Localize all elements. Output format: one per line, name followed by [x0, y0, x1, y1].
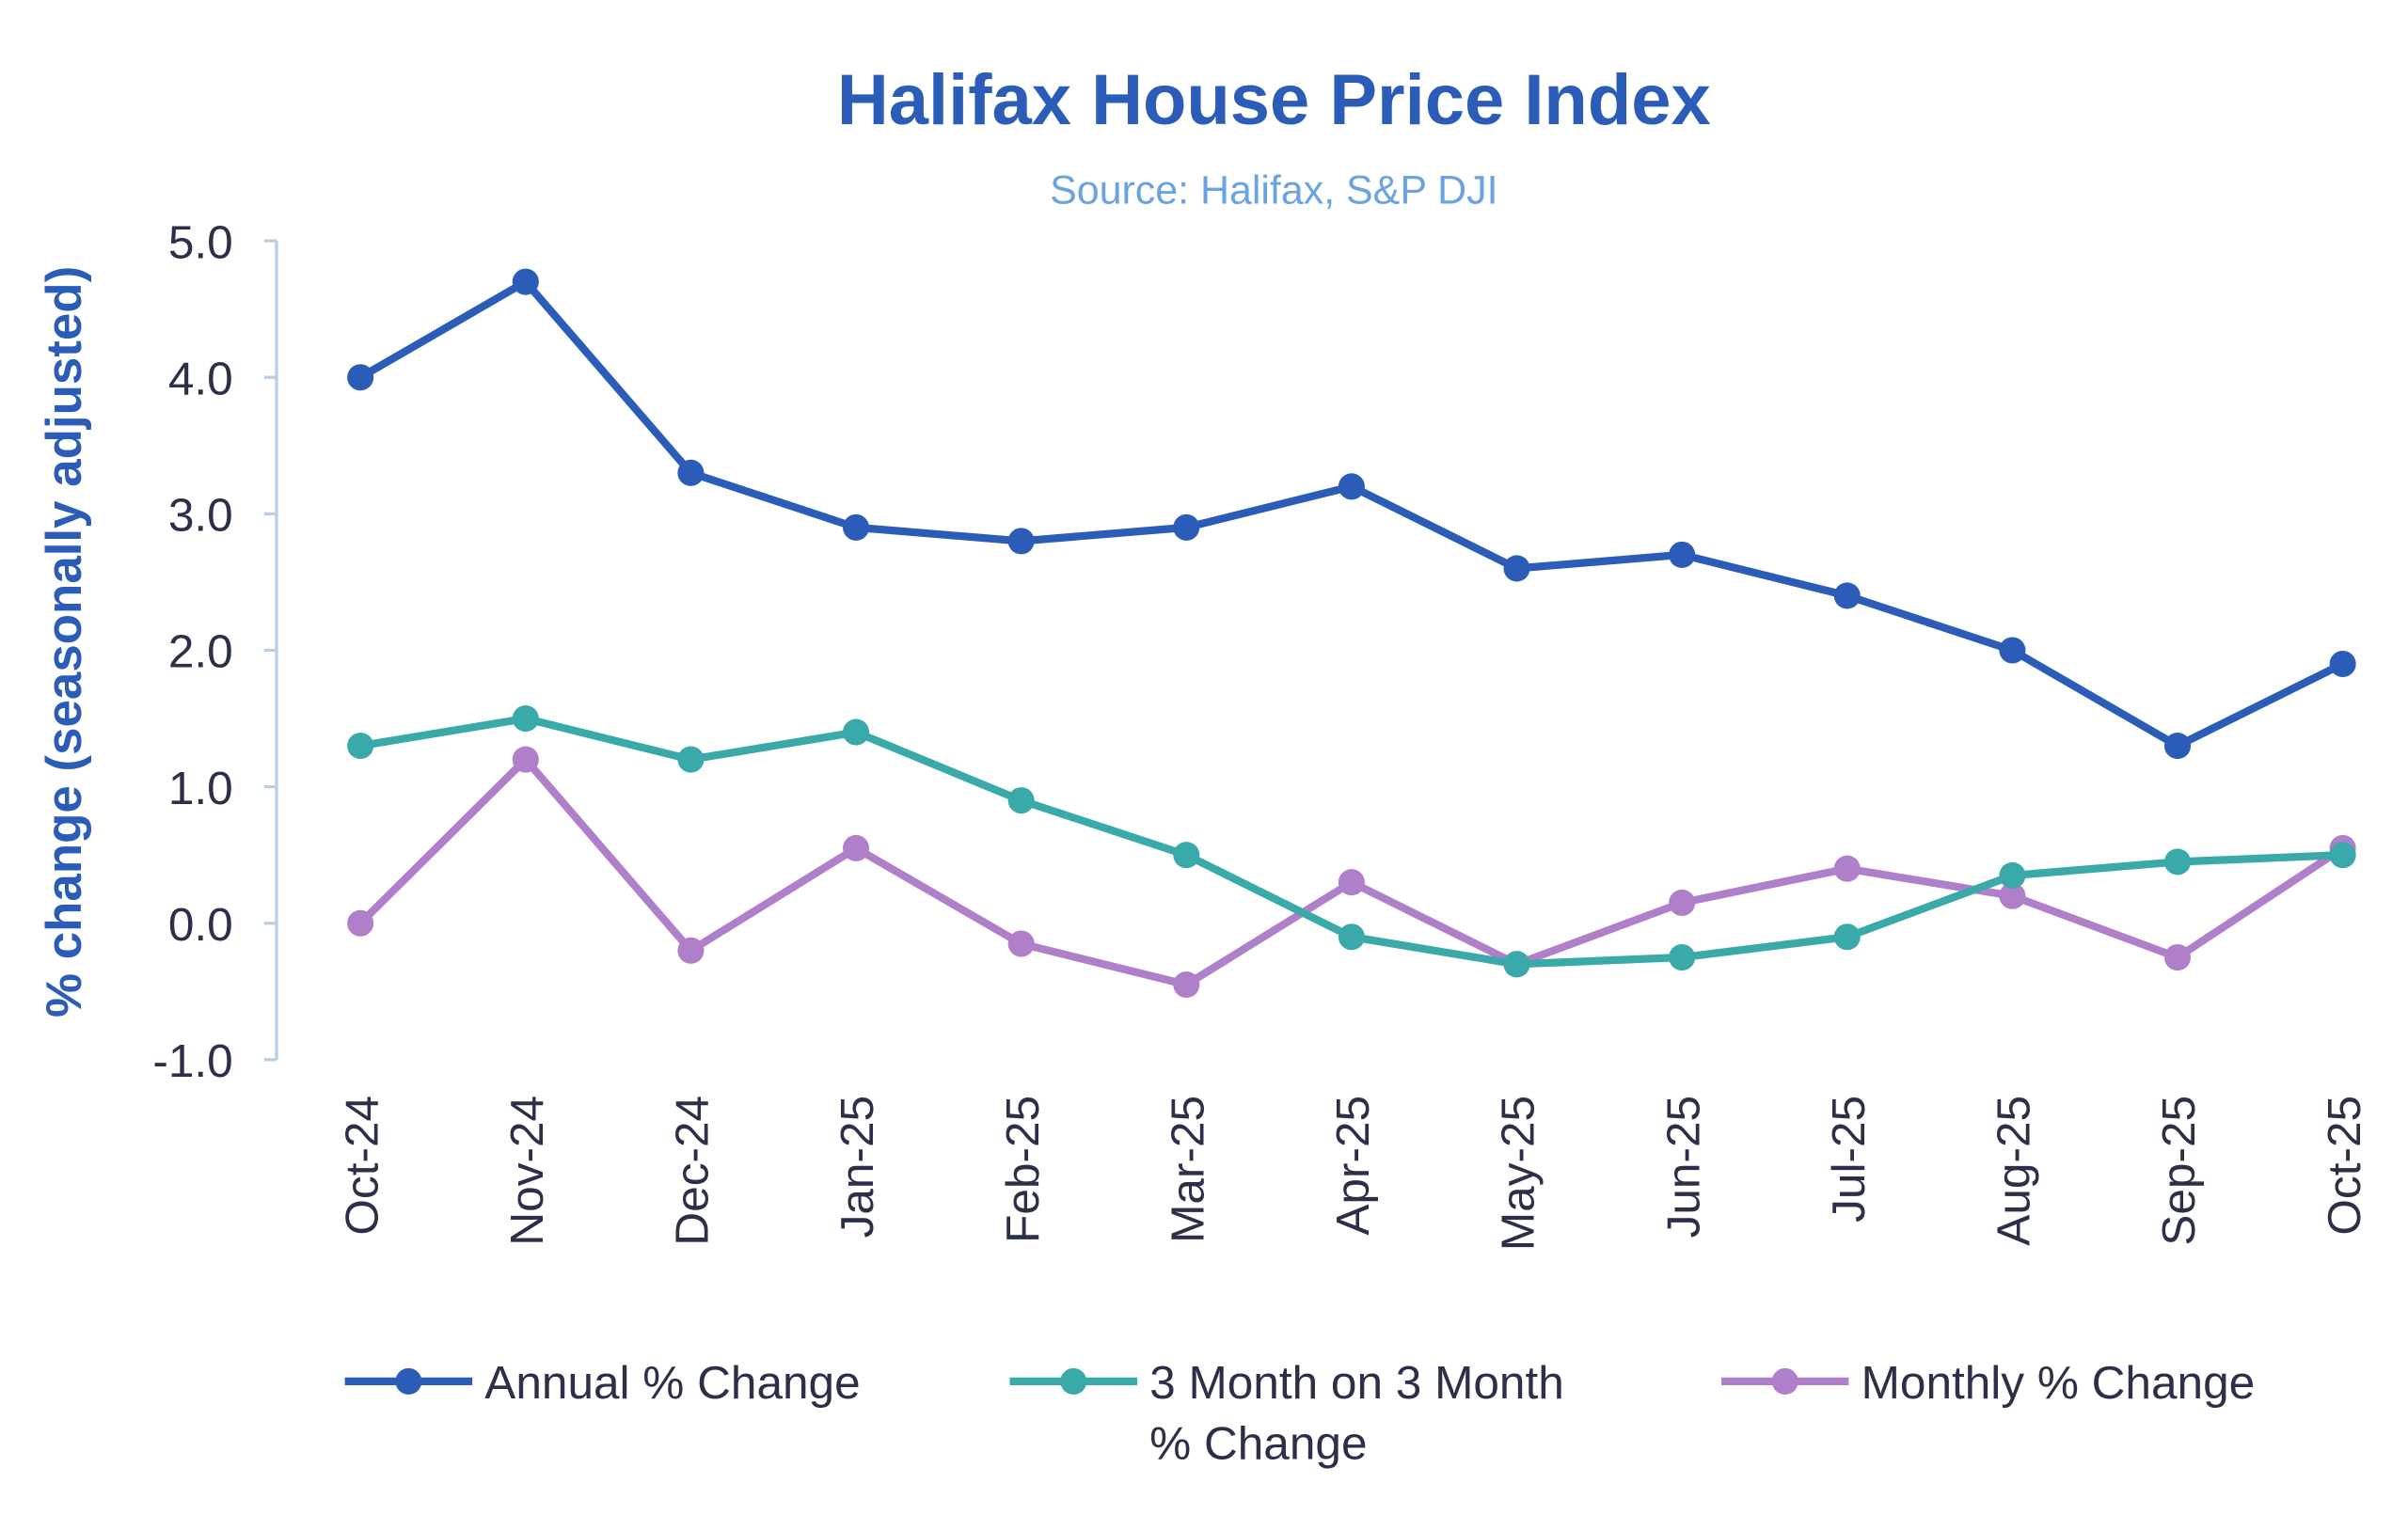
legend-label: Monthly % Change: [1861, 1356, 2256, 1409]
x-tick-label: Apr-25: [1326, 1096, 1379, 1236]
data-point: [347, 733, 374, 760]
data-point: [677, 459, 705, 486]
legend-item: Annual % Change: [344, 1356, 861, 1409]
legend-marker: [1771, 1367, 1798, 1395]
y-axis-label: % change (seasonally adjusted): [37, 266, 92, 1018]
data-point: [1338, 869, 1365, 896]
legend-item: 3 Month on 3 Month % Change: [1009, 1356, 1564, 1470]
legend-label: % Change: [1149, 1417, 1367, 1470]
chart-title: Halifax House Price Index: [837, 60, 1711, 140]
x-tick-label: Jan-25: [831, 1096, 883, 1239]
data-point: [2329, 842, 2356, 869]
data-point: [1669, 943, 1696, 971]
data-point: [843, 513, 870, 541]
legend-label: 3 Month on 3 Month: [1149, 1356, 1564, 1409]
x-tick-label: Jul-25: [1822, 1096, 1875, 1223]
data-point: [1007, 787, 1035, 814]
data-point: [347, 909, 374, 937]
data-point: [512, 705, 539, 733]
series-3-month-on-3-month-change: [347, 705, 2356, 978]
x-tick-label: Mar-25: [1161, 1096, 1213, 1243]
data-point: [2329, 650, 2356, 678]
data-point: [843, 718, 870, 746]
legend-label: Annual % Change: [484, 1356, 860, 1409]
y-tick-label: 5.0: [168, 215, 233, 268]
data-point: [1338, 923, 1365, 951]
data-point: [512, 268, 539, 295]
y-tick-label: -1.0: [152, 1034, 232, 1087]
data-point: [1173, 842, 1200, 869]
series-annual-change: [347, 268, 2356, 760]
data-point: [1338, 473, 1365, 500]
y-tick-label: 4.0: [168, 352, 233, 404]
data-point: [1173, 971, 1200, 999]
chart-subtitle: Source: Halifax, S&P DJI: [1050, 167, 1497, 213]
data-point: [1999, 861, 2026, 889]
data-point: [2163, 943, 2192, 971]
data-point: [1007, 930, 1035, 957]
legend-marker: [395, 1367, 422, 1395]
y-tick-label: 3.0: [168, 489, 233, 542]
data-point: [1503, 555, 1530, 582]
legend-item: Monthly % Change: [1720, 1356, 2256, 1409]
y-tick-label: 1.0: [168, 762, 233, 814]
y-tick-label: 0.0: [168, 898, 233, 951]
x-tick-label: Feb-25: [996, 1096, 1049, 1243]
data-point: [677, 937, 705, 964]
data-point: [1833, 923, 1861, 951]
data-point: [512, 746, 539, 773]
data-point: [2163, 733, 2192, 760]
data-point: [1669, 541, 1696, 568]
data-point: [1007, 528, 1035, 555]
data-point: [1999, 882, 2026, 909]
data-point: [1669, 889, 1696, 917]
data-point: [1833, 855, 1861, 882]
x-tick-label: Oct-24: [335, 1096, 388, 1236]
data-point: [1173, 513, 1200, 541]
x-tick-label: Aug-25: [1988, 1096, 2040, 1246]
legend-marker: [1060, 1367, 1087, 1395]
x-tick-label: Oct-25: [2318, 1096, 2370, 1236]
x-tick-label: Jun-25: [1656, 1096, 1709, 1239]
data-point: [347, 364, 374, 391]
data-point: [677, 746, 705, 773]
data-point: [1503, 951, 1530, 978]
data-point: [2163, 848, 2192, 876]
y-tick-label: 2.0: [168, 625, 233, 678]
data-point: [1833, 582, 1861, 609]
series-line: [358, 277, 2345, 750]
x-tick-label: Nov-24: [500, 1096, 553, 1246]
data-point: [843, 834, 870, 861]
x-tick-label: Sep-25: [2152, 1096, 2205, 1246]
x-tick-label: Dec-24: [666, 1096, 719, 1246]
x-tick-label: May-25: [1492, 1096, 1545, 1251]
series-monthly-change: [347, 746, 2356, 999]
data-point: [1999, 637, 2026, 664]
